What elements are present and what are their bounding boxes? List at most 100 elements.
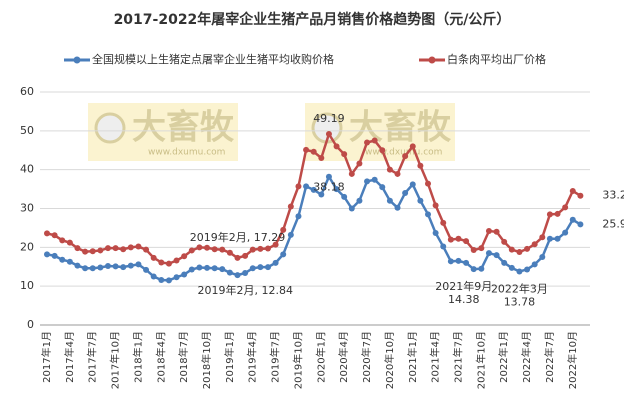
data-point xyxy=(516,248,523,255)
data-point xyxy=(470,266,477,273)
data-point xyxy=(196,264,203,271)
data-point xyxy=(493,252,500,259)
data-point xyxy=(478,245,485,252)
data-point xyxy=(402,189,409,196)
data-point xyxy=(257,245,264,252)
data-point xyxy=(325,130,332,137)
data-point xyxy=(455,235,462,242)
data-point xyxy=(135,243,142,250)
watermark: www.dxumu.com xyxy=(148,148,225,158)
data-point xyxy=(204,244,211,251)
data-point xyxy=(569,188,576,195)
legend-marker xyxy=(73,56,81,64)
data-point xyxy=(264,245,271,252)
data-point xyxy=(82,248,89,255)
data-point xyxy=(417,197,424,204)
legend-label: 全国规模以上生猪定点屠宰企业生猪平均收购价格 xyxy=(92,52,334,66)
data-point xyxy=(432,229,439,236)
data-point xyxy=(364,178,371,185)
data-point xyxy=(440,243,447,250)
data-point xyxy=(371,176,378,183)
data-point xyxy=(135,261,142,268)
data-point xyxy=(97,264,104,271)
data-point xyxy=(173,274,180,281)
x-tick-label: 2022年7月 xyxy=(543,331,556,383)
data-point xyxy=(463,238,470,245)
data-point xyxy=(242,252,249,259)
y-tick-label: 10 xyxy=(20,279,34,292)
data-point xyxy=(59,237,66,244)
y-tick-label: 50 xyxy=(20,124,34,137)
data-point xyxy=(204,264,211,271)
watermark: www.dxumu.com xyxy=(365,148,442,158)
data-point xyxy=(242,269,249,276)
data-point xyxy=(280,226,287,233)
data-point xyxy=(165,277,172,284)
x-tick-label: 2021年4月 xyxy=(429,331,442,383)
data-point xyxy=(478,265,485,272)
data-point xyxy=(249,246,256,253)
data-point xyxy=(531,241,538,248)
data-point xyxy=(310,186,317,193)
data-point xyxy=(554,235,561,242)
legend-label: 白条肉平均出厂价格 xyxy=(447,52,546,66)
data-point xyxy=(143,266,150,273)
data-point xyxy=(257,264,264,271)
data-point xyxy=(287,203,294,210)
data-point xyxy=(264,264,271,271)
data-point xyxy=(127,262,134,269)
data-point xyxy=(531,261,538,268)
data-point xyxy=(143,246,150,253)
data-point xyxy=(66,258,73,265)
data-point xyxy=(562,229,569,236)
watermark-logo xyxy=(94,112,126,144)
x-tick-label: 2021年10月 xyxy=(474,331,487,389)
data-point xyxy=(554,210,561,217)
x-tick-label: 2021年1月 xyxy=(406,331,419,383)
data-point xyxy=(386,166,393,173)
data-label: 2019年2月, 12.84 xyxy=(198,283,293,297)
data-point xyxy=(165,260,172,267)
data-point xyxy=(425,180,431,187)
data-point xyxy=(188,266,195,273)
data-point xyxy=(51,232,58,239)
data-point xyxy=(325,173,332,180)
data-point xyxy=(295,213,302,220)
y-tick-label: 40 xyxy=(20,163,34,176)
x-tick-label: 2022年10月 xyxy=(566,331,579,389)
data-point xyxy=(188,247,195,254)
y-tick-label: 20 xyxy=(20,240,34,253)
data-point xyxy=(409,143,416,150)
data-point xyxy=(379,184,386,191)
data-point xyxy=(463,259,470,266)
data-point xyxy=(158,276,165,283)
data-point xyxy=(226,269,233,276)
data-point xyxy=(303,146,310,153)
data-point xyxy=(394,170,401,177)
data-point xyxy=(150,273,157,280)
data-point xyxy=(501,259,508,266)
data-point xyxy=(104,262,111,269)
data-point xyxy=(546,211,553,218)
data-point xyxy=(402,153,409,160)
data-point xyxy=(524,266,531,273)
y-tick-label: 0 xyxy=(27,318,34,331)
data-point xyxy=(425,211,431,218)
data-point xyxy=(211,265,218,272)
chart-title: 2017-2022年屠宰企业生猪产品月销售价格趋势图（元/公斤） xyxy=(114,11,511,28)
data-point xyxy=(341,193,348,200)
data-point xyxy=(303,183,310,190)
x-tick-label: 2022年1月 xyxy=(497,331,510,383)
data-point xyxy=(59,256,66,263)
data-point xyxy=(127,244,134,251)
data-label: 2022年3月 13.78 xyxy=(491,281,548,308)
x-tick-label: 2019年10月 xyxy=(291,331,304,389)
y-tick-label: 30 xyxy=(20,202,34,215)
data-point xyxy=(562,204,569,211)
x-tick-label: 2018年10月 xyxy=(200,331,213,389)
data-point xyxy=(280,251,287,258)
data-point xyxy=(272,241,279,248)
data-point xyxy=(295,183,302,190)
x-tick-label: 2020年1月 xyxy=(314,331,327,383)
